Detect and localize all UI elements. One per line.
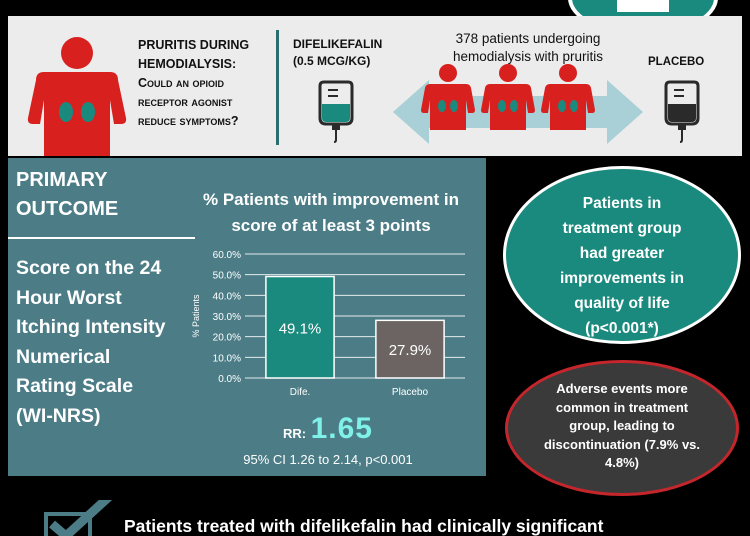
title-line-2: OUTCOME xyxy=(16,198,119,220)
group-caption-line-2: hemodialysis with pruritis xyxy=(452,49,604,64)
adverse-line-2: common in treatment xyxy=(555,399,689,415)
person-kidney-icon xyxy=(541,64,595,130)
question-line-4: receptor agonist xyxy=(138,95,233,109)
adverse-events-callout: Adverse events more common in treatment … xyxy=(505,360,739,496)
drug-name: Difelikefalin xyxy=(293,37,383,51)
outcome-measure: Score on the 24 Hour Worst Itching Inten… xyxy=(16,254,196,431)
rr-value: 1.65 xyxy=(310,412,373,445)
y-axis-label: % Patients xyxy=(191,294,201,338)
conclusion-banner: Patients treated with difelikefalin had … xyxy=(0,500,750,536)
qol-line-1: Patients in xyxy=(582,195,662,212)
header-panel: Pruritis during hemodialysis: Could an o… xyxy=(8,16,742,156)
title-line-1: PRIMARY xyxy=(16,169,108,191)
qol-line-5: quality of life xyxy=(574,295,670,312)
bar-chart: 0.0% 10.0% 20.0% 30.0% 40.0% 50.0% 60.0% % Pati… xyxy=(191,250,465,398)
group-caption-line-1: 378 patients undergoing xyxy=(455,31,601,46)
person-kidney-icon xyxy=(27,37,127,156)
checkmark-icon xyxy=(44,500,113,536)
adverse-line-4: discontinuation (7.9% vs. xyxy=(543,436,701,452)
chart-title-line-1: % Patients with improvement in xyxy=(203,190,459,209)
adverse-text: Adverse events more common in treatment … xyxy=(522,380,722,473)
section-rule xyxy=(8,237,195,239)
chart-title: % Patients with improvement in score of … xyxy=(185,187,477,239)
y-tick-label: 40.0% xyxy=(213,291,241,302)
y-tick-label: 50.0% xyxy=(213,271,241,282)
drug-dose: (0.5 mcg/kg) xyxy=(293,54,371,68)
bar xyxy=(265,275,335,379)
measure-line-6: (WI-NRS) xyxy=(16,404,101,427)
x-tick-label: Dife. xyxy=(290,387,311,398)
drug-label: Difelikefalin (0.5 mcg/kg) xyxy=(293,36,403,70)
question-line-2: hemodialysis: xyxy=(138,57,237,71)
primary-outcome-panel: PRIMARY OUTCOME Score on the 24 Hour Wor… xyxy=(8,158,486,476)
question-line-1: Pruritis during xyxy=(138,38,250,52)
measure-line-4: Numerical xyxy=(16,345,111,368)
adverse-line-5: 4.8%) xyxy=(605,455,639,470)
y-tick-label: 20.0% xyxy=(213,333,241,344)
adverse-line-3: group, leading to xyxy=(569,418,675,433)
bar xyxy=(375,319,445,379)
person-kidney-icon xyxy=(481,64,535,130)
confidence-interval: 95% CI 1.26 to 2.14, p<0.001 xyxy=(243,452,413,467)
qol-line-4: improvements in xyxy=(559,270,685,287)
adverse-line-1: Adverse events more xyxy=(556,381,688,396)
placebo-label: Placebo xyxy=(648,56,705,68)
iv-bag-icon xyxy=(318,80,354,143)
measure-line-5: Rating Scale xyxy=(16,375,134,397)
logo-glyph xyxy=(617,0,669,12)
iv-bag-icon xyxy=(664,80,700,143)
chart-panel: % Patients with improvement in score of … xyxy=(183,184,483,474)
qol-line-3: had greater xyxy=(579,245,665,262)
bar-value-label: 27.9% xyxy=(389,342,432,359)
study-question: Pruritis during hemodialysis: Could an o… xyxy=(138,36,268,131)
chart-title-line-2: score of at least 3 points xyxy=(231,216,431,235)
qol-line-6: (p<0.001*) xyxy=(585,320,659,337)
qol-line-2: treatment group xyxy=(562,220,682,237)
quality-of-life-callout: Patients in treatment group had greater … xyxy=(503,166,741,344)
header-divider xyxy=(276,30,279,145)
measure-line-2: Hour Worst xyxy=(16,286,122,309)
person-kidney-icon xyxy=(421,64,475,130)
conclusion-text: Patients treated with difelikefalin had … xyxy=(124,516,604,536)
relative-risk: RR: 1.65 xyxy=(183,412,473,446)
measure-line-1: Score on the 24 xyxy=(16,257,162,279)
group-caption: 378 patients undergoing hemodialysis wit… xyxy=(428,30,628,66)
x-tick-label: Placebo xyxy=(392,387,429,398)
y-tick-label: 30.0% xyxy=(213,312,241,323)
top-band xyxy=(0,0,750,16)
primary-outcome-title: PRIMARY OUTCOME xyxy=(16,166,186,224)
measure-line-3: Itching Intensity xyxy=(16,316,166,338)
qol-text: Patients in treatment group had greater … xyxy=(530,191,714,341)
y-tick-label: 0.0% xyxy=(218,374,241,385)
rr-label: RR: xyxy=(283,426,307,441)
question-line-5: reduce symptoms? xyxy=(138,114,239,128)
y-tick-label: 10.0% xyxy=(213,353,241,364)
question-line-3: Could an opioid xyxy=(138,76,224,90)
bar-value-label: 49.1% xyxy=(279,320,322,337)
y-tick-label: 60.0% xyxy=(213,250,241,261)
